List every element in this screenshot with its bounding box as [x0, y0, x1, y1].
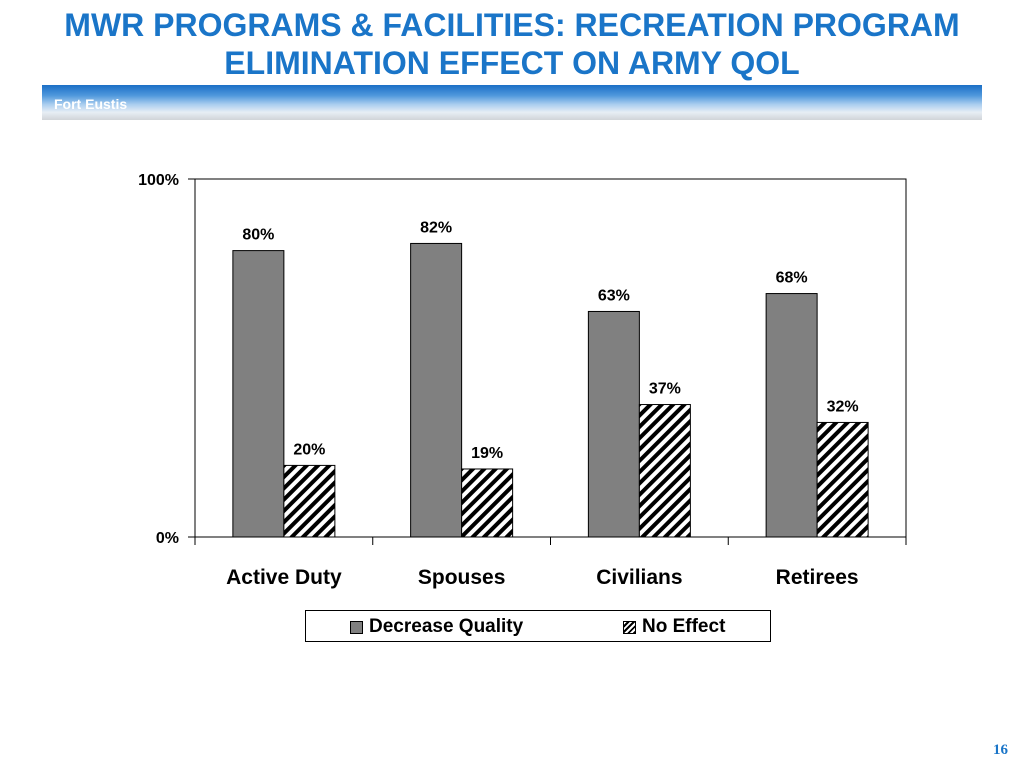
data-label-decrease-quality-spouses: 82%	[420, 219, 452, 236]
banner-label: Fort Eustis	[54, 96, 128, 112]
legend-swatch-no-effect	[623, 620, 636, 634]
bar-no-effect-retirees	[816, 421, 869, 538]
page-number: 16	[993, 742, 1008, 758]
y-tick-label: 0%	[156, 530, 179, 547]
bar-no-effect-spouses	[461, 468, 514, 538]
legend-label-decrease-quality: Decrease Quality	[369, 616, 524, 637]
slide-title-line-1: MWR PROGRAMS & FACILITIES: RECREATION PR…	[64, 7, 960, 43]
data-label-decrease-quality-civilians: 63%	[598, 287, 630, 304]
bar-decrease-quality-civilians	[587, 310, 640, 538]
bar-decrease-quality-retirees	[765, 293, 818, 538]
data-label-no-effect-active-duty: 20%	[293, 441, 325, 458]
bar-no-effect-active-duty	[283, 464, 336, 538]
bar-decrease-quality-active-duty	[232, 250, 285, 538]
slide-title-line-2: ELIMINATION EFFECT ON ARMY QOL	[224, 45, 800, 81]
category-label-retirees: Retirees	[776, 566, 859, 589]
legend-item-no-effect: No Effect	[623, 616, 726, 637]
data-label-decrease-quality-retirees: 68%	[776, 270, 808, 287]
legend: Decrease Quality No Effect	[305, 610, 771, 642]
category-label-civilians: Civilians	[596, 566, 682, 589]
data-label-decrease-quality-active-duty: 80%	[242, 227, 274, 244]
y-tick-label: 100%	[138, 172, 179, 189]
legend-item-decrease-quality: Decrease Quality	[350, 616, 524, 637]
data-label-no-effect-retirees: 32%	[827, 398, 859, 415]
header-banner: Fort Eustis	[42, 85, 982, 120]
bar-no-effect-civilians	[638, 404, 691, 538]
category-label-spouses: Spouses	[418, 566, 506, 589]
slide-title: MWR PROGRAMS & FACILITIES: RECREATION PR…	[0, 6, 1024, 82]
legend-label-no-effect: No Effect	[642, 616, 726, 637]
category-label-active-duty: Active Duty	[226, 566, 342, 589]
data-label-no-effect-civilians: 37%	[649, 381, 681, 398]
data-label-no-effect-spouses: 19%	[471, 445, 503, 462]
legend-swatch-decrease-quality	[350, 620, 363, 634]
bar-decrease-quality-spouses	[410, 242, 463, 538]
